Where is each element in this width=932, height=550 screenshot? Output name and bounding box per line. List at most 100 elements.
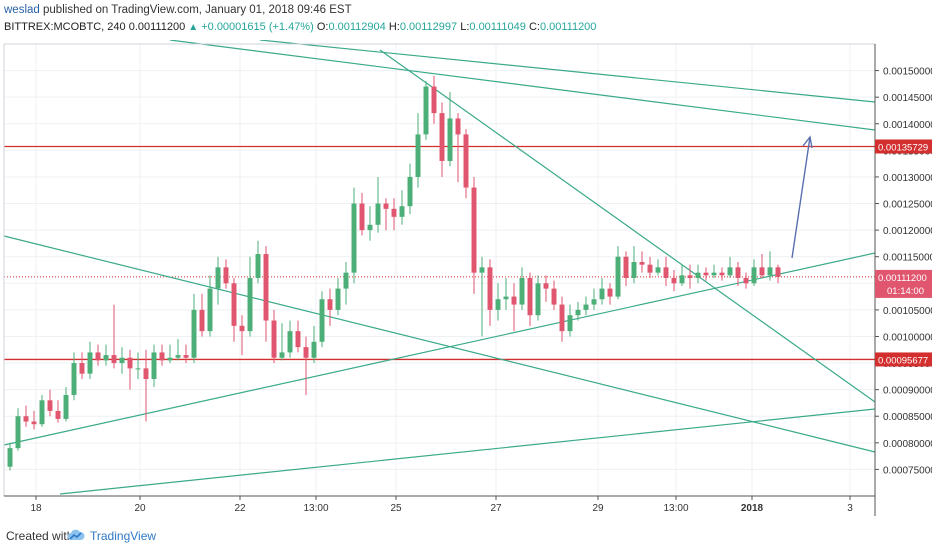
close-label: C: — [528, 21, 540, 33]
candle-body — [79, 363, 85, 374]
trendlines[interactable] — [3, 40, 876, 495]
candle-body — [263, 254, 269, 321]
candle-body — [167, 357, 173, 361]
trendline — [259, 40, 876, 103]
candle-body — [111, 355, 117, 364]
candles — [7, 75, 781, 471]
high-label: H: — [388, 21, 400, 33]
candle-body — [767, 267, 773, 276]
candle-body — [671, 277, 677, 284]
candle-body — [551, 288, 557, 305]
candle-body — [63, 394, 69, 419]
horizontal-levels[interactable] — [4, 145, 875, 361]
candle-body — [567, 315, 573, 332]
open-value: 0.00112904 — [328, 21, 386, 33]
candle-body — [503, 296, 509, 300]
trendline — [3, 252, 876, 446]
candle-body — [143, 368, 149, 380]
last-price-tag — [875, 269, 932, 298]
candle-body — [391, 208, 397, 217]
symbol-label[interactable]: BITTREX:MCOBTC, 240 — [4, 21, 126, 33]
plot-frame — [3, 43, 876, 497]
candle-body — [31, 421, 37, 425]
candle-body — [735, 267, 741, 278]
projection-arrow — [791, 136, 811, 259]
x-tick-label: 25 — [390, 503, 402, 514]
candle-body — [543, 283, 549, 289]
candle-body — [191, 309, 197, 358]
candle-body — [295, 331, 301, 348]
x-tick-label: 13:00 — [663, 503, 688, 514]
candle-body — [471, 187, 477, 273]
price-level-tag — [875, 139, 932, 154]
x-tick-label: 18 — [30, 503, 42, 514]
last-price: 0.00111200 — [128, 21, 186, 33]
chart-header: weslad published on TradingView.com, Jan… — [0, 0, 932, 40]
y-tick-label: 0.00090000 — [883, 386, 932, 397]
candle-body — [703, 272, 709, 276]
low-label: L: — [460, 21, 470, 33]
projection-arrow-head — [802, 135, 813, 149]
y-tick-label: 0.00150000 — [883, 67, 932, 78]
candle-body — [599, 288, 605, 300]
footer: Created with TradingView — [0, 520, 932, 550]
publish-info: weslad published on TradingView.com, Jan… — [4, 4, 352, 16]
annotations[interactable] — [791, 135, 813, 259]
candle-body — [255, 254, 261, 278]
candle-body — [103, 355, 109, 361]
candle-body — [743, 277, 749, 284]
candle-body — [231, 283, 237, 326]
candle-body — [159, 352, 165, 361]
candle-body — [455, 118, 461, 135]
candle-body — [679, 275, 685, 284]
ohlc-legend: BITTREX:MCOBTC, 240 0.00111200 ▲ +0.0000… — [4, 21, 596, 33]
last-price-label: 0.00111200 — [878, 273, 927, 284]
candle-body — [183, 355, 189, 358]
candle-body — [271, 320, 277, 358]
y-tick-label: 0.00075000 — [883, 465, 932, 476]
candle-body — [343, 272, 349, 289]
price-change: +0.00001615 (+1.47%) — [201, 21, 314, 33]
y-tick-label: 0.00085000 — [883, 412, 932, 423]
x-tick-label: 29 — [592, 503, 604, 514]
candle-body — [655, 267, 661, 273]
candle-body — [71, 363, 77, 395]
candle-body — [87, 352, 93, 374]
candle-body — [239, 325, 245, 332]
candle-body — [463, 134, 469, 188]
author-link[interactable]: weslad — [4, 4, 40, 16]
candle-body — [407, 176, 413, 207]
price-level-label: 0.00095677 — [878, 355, 928, 366]
candle-body — [319, 299, 325, 342]
axes: 0.001500000.001450000.001400000.00135000… — [3, 43, 932, 516]
y-tick-label: 0.00100000 — [883, 332, 932, 343]
candle-body — [511, 296, 517, 305]
candle-body — [287, 331, 293, 353]
candle-body — [615, 256, 621, 297]
candle-body — [727, 267, 733, 276]
close-value: 0.00111200 — [539, 21, 597, 33]
candle-body — [95, 352, 101, 361]
trendline — [3, 235, 876, 453]
candle-body — [583, 304, 589, 310]
tradingview-cloud-icon[interactable] — [66, 528, 86, 545]
price-chart[interactable]: 0.001500000.001450000.001400000.00135000… — [0, 40, 932, 520]
high-value: 0.00112997 — [399, 21, 458, 33]
candle-body — [327, 299, 333, 310]
candle-body — [719, 272, 725, 276]
tradingview-brand[interactable]: TradingView — [90, 529, 157, 543]
candle-body — [223, 267, 229, 284]
candle-body — [663, 267, 669, 278]
x-tick-label: 3 — [847, 503, 853, 514]
candle-body — [559, 304, 565, 332]
candle-body — [775, 267, 781, 277]
candle-body — [39, 400, 45, 425]
candle-body — [535, 283, 541, 316]
y-tick-label: 0.00120000 — [883, 226, 932, 237]
candle-body — [279, 352, 285, 358]
candle-body — [439, 113, 445, 161]
candle-body — [351, 203, 357, 273]
candle-body — [487, 267, 493, 310]
grid — [4, 44, 875, 496]
y-tick-label: 0.00145000 — [883, 93, 932, 104]
